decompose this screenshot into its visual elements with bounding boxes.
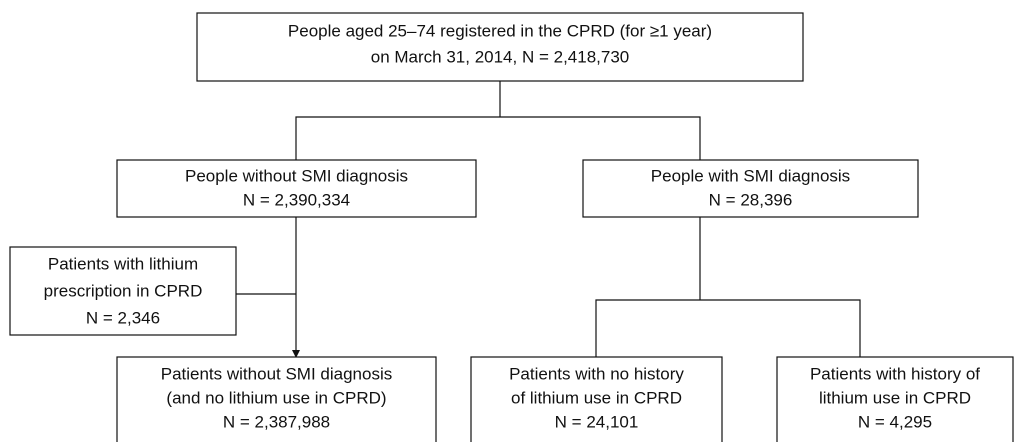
node: Patients with no history of lithium use i… [470, 356, 723, 442]
node-label: N = 28,396 [709, 190, 793, 209]
connector [295, 116, 701, 160]
node-box [9, 246, 237, 336]
node-label: People without SMI diagnosis [185, 166, 408, 185]
node-label: N = 2,390,334 [243, 190, 350, 209]
node-label: People aged 25–74 registered in the CPRD… [288, 21, 712, 40]
node-label: prescription in CPRD [44, 281, 203, 300]
node-label: N = 2,387,988 [223, 412, 330, 431]
node: Patients with history of lithium use in C… [776, 356, 1014, 442]
node-label: Patients without SMI diagnosis [161, 364, 393, 383]
node-label: on March 31, 2014, N = 2,418,730 [371, 47, 630, 66]
node-label: lithium use in CPRD [819, 388, 971, 407]
connectors [236, 81, 861, 358]
node-label: Patients with no history [509, 364, 684, 383]
node-box [116, 159, 477, 218]
node-label: N = 4,295 [858, 412, 932, 431]
node: Patients with lithium prescription in CPR… [9, 246, 237, 336]
node-label: (and no lithium use in CPRD) [166, 388, 386, 407]
connector [595, 299, 861, 357]
node: People with SMI diagnosis N = 28,396 [582, 159, 919, 218]
node-label: N = 24,101 [555, 412, 639, 431]
node-label: of lithium use in CPRD [511, 388, 682, 407]
arrowhead [292, 350, 300, 358]
node-label: N = 2,346 [86, 308, 160, 327]
node: Patients without SMI diagnosis (and no li… [116, 356, 437, 442]
node-box [116, 356, 437, 442]
node-label: People with SMI diagnosis [651, 166, 850, 185]
node-label: Patients with history of [810, 364, 980, 383]
node: People without SMI diagnosis N = 2,390,33… [116, 159, 477, 218]
node-box [776, 356, 1014, 442]
node-box [582, 159, 919, 218]
node-box [470, 356, 723, 442]
node-box [196, 12, 804, 82]
node-label: Patients with lithium [48, 254, 198, 273]
node: People aged 25–74 registered in the CPRD… [196, 12, 804, 82]
